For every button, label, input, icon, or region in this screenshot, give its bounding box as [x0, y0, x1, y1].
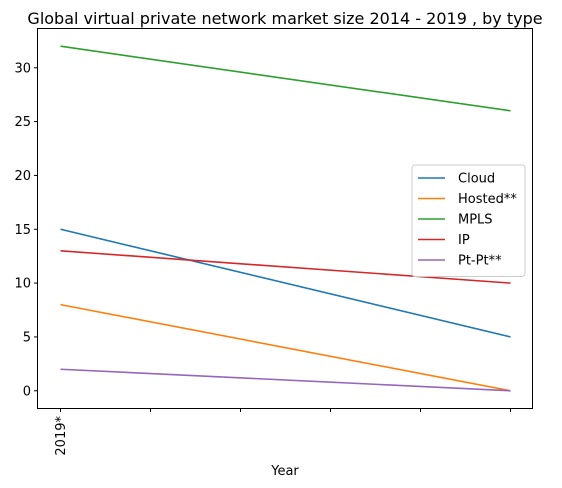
legend-label: Hosted**	[458, 192, 517, 207]
series-line-cloud	[60, 228, 511, 338]
y-tick-label: 0	[23, 384, 31, 399]
series-line-ip	[60, 250, 511, 284]
legend-label: IP	[458, 233, 470, 248]
series-line-hosted	[60, 303, 511, 392]
series-line-pt-pt	[60, 368, 511, 392]
y-tick-label: 5	[23, 330, 31, 345]
y-tick-label: 10	[14, 277, 31, 292]
legend-box	[411, 164, 526, 277]
legend-label: Pt-Pt**	[458, 254, 502, 269]
y-axis: 0 5 10 15 20 25 30	[14, 61, 38, 399]
legend-label: MPLS	[458, 213, 493, 228]
x-axis-label: Year	[270, 464, 299, 479]
legend: Cloud Hosted** MPLS IP Pt-Pt**	[411, 164, 526, 277]
x-axis: 2019*	[54, 408, 511, 456]
series-line-mpls	[60, 45, 511, 112]
legend-label: Cloud	[458, 172, 495, 187]
y-tick-label: 15	[14, 223, 31, 238]
plot-area-frame	[37, 28, 533, 409]
series-layer	[60, 45, 511, 392]
y-tick-label: 20	[14, 169, 31, 184]
y-tick-label: 30	[14, 61, 31, 76]
y-tick-label: 25	[14, 115, 31, 130]
chart-title: Global virtual private network market si…	[27, 9, 542, 28]
x-tick-label: 2019*	[54, 416, 69, 456]
